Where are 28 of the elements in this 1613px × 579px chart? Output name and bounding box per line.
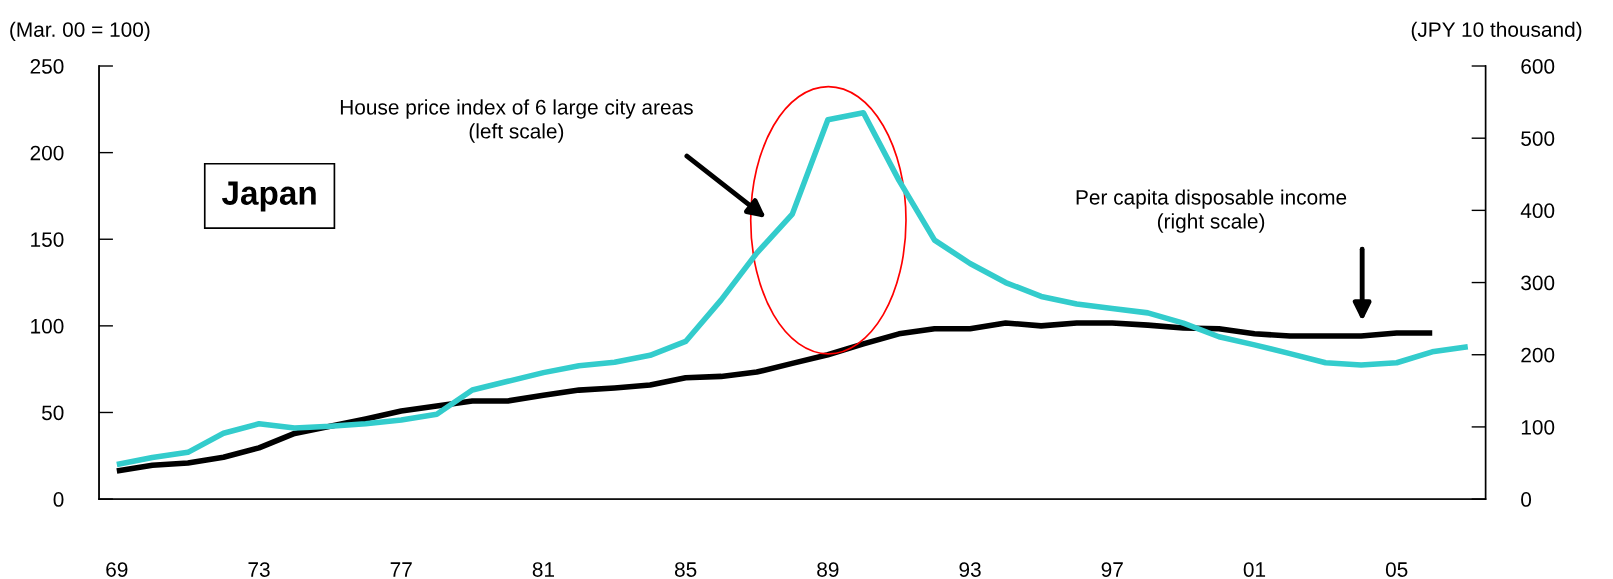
y2-axis-title: (JPY 10 thousand) xyxy=(1411,21,1582,42)
x-tick-label: 81 xyxy=(532,562,555,577)
y-tick-label: 50 xyxy=(41,405,64,421)
y2-tick-label: 100 xyxy=(1521,419,1555,435)
x-tick-label: 69 xyxy=(106,562,128,577)
y2-tick-label: 400 xyxy=(1520,203,1555,219)
annotation: House price index of 6 large city areas (left scale) xyxy=(340,99,693,143)
x-tick-label: 05 xyxy=(1385,562,1408,577)
x-tick-label: 01 xyxy=(1243,562,1266,577)
y2-tick-label: 200 xyxy=(1521,347,1555,363)
x-tick-label: 77 xyxy=(390,562,412,577)
y-tick-label: 200 xyxy=(30,145,64,161)
y-axis-title: (Mar. 00 = 100) xyxy=(10,21,150,42)
annotation: Per capita disposable income (right scale) xyxy=(1076,189,1347,233)
x-tick-label: 97 xyxy=(1101,562,1123,577)
y2-tick-label: 500 xyxy=(1521,131,1555,146)
y-tick-label: 150 xyxy=(31,232,64,247)
y-tick-label: 250 xyxy=(30,59,64,74)
y2-tick-label: 600 xyxy=(1521,59,1555,74)
y-tick-label: 100 xyxy=(31,318,64,334)
y2-tick-label: 0 xyxy=(1521,492,1532,507)
annotation: Japan xyxy=(221,181,316,212)
y-tick-label: 0 xyxy=(53,492,64,507)
y2-tick-label: 300 xyxy=(1521,275,1555,291)
x-tick-label: 73 xyxy=(248,562,270,577)
x-tick-label: 89 xyxy=(817,562,839,577)
x-tick-label: 85 xyxy=(674,562,697,577)
x-tick-label: 93 xyxy=(959,562,981,577)
